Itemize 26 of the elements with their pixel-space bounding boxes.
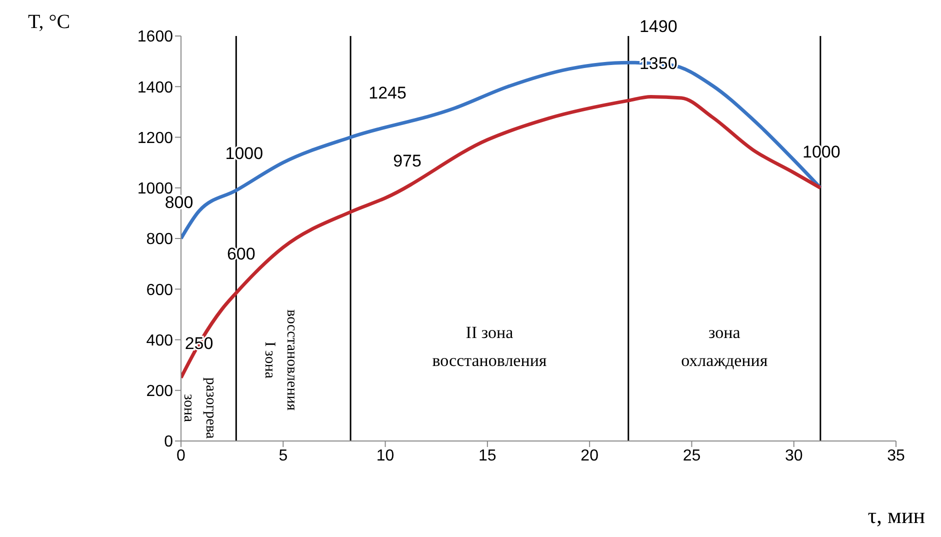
x-tick-label: 10 — [376, 447, 394, 464]
annotation: зона охлаждения — [681, 323, 768, 370]
y-tick-label: 400 — [146, 332, 174, 350]
annotation: 1245 — [368, 84, 406, 103]
annotation: II зона восстановления — [432, 323, 547, 370]
annotation: I зона восстановления — [261, 309, 300, 411]
y-tick-label: 200 — [146, 383, 174, 400]
y-tick-label: 1400 — [137, 79, 174, 96]
y-tick-label: 1600 — [137, 28, 174, 46]
y-tick-label: 600 — [146, 282, 174, 299]
x-tick-label: 15 — [478, 447, 496, 464]
x-tick-label: 0 — [176, 447, 186, 464]
annotation: 975 — [393, 151, 422, 170]
x-tick-label: 35 — [887, 447, 905, 464]
x-tick-label: 20 — [580, 447, 599, 464]
x-tick-label: 25 — [682, 447, 701, 464]
annotation: 800 — [164, 192, 194, 212]
x-axis-title: τ, мин — [868, 503, 926, 528]
x-tick-label: 30 — [784, 447, 803, 464]
x-tick-label: 5 — [278, 447, 288, 464]
annotation: зона разогрева — [180, 377, 219, 440]
annotation: 1490 — [639, 17, 678, 36]
y-axis-title: T, °C — [28, 11, 70, 33]
y-tick-label: 0 — [164, 434, 174, 451]
y-tick-label: 1200 — [137, 130, 174, 147]
y-tick-label: 800 — [146, 231, 174, 248]
